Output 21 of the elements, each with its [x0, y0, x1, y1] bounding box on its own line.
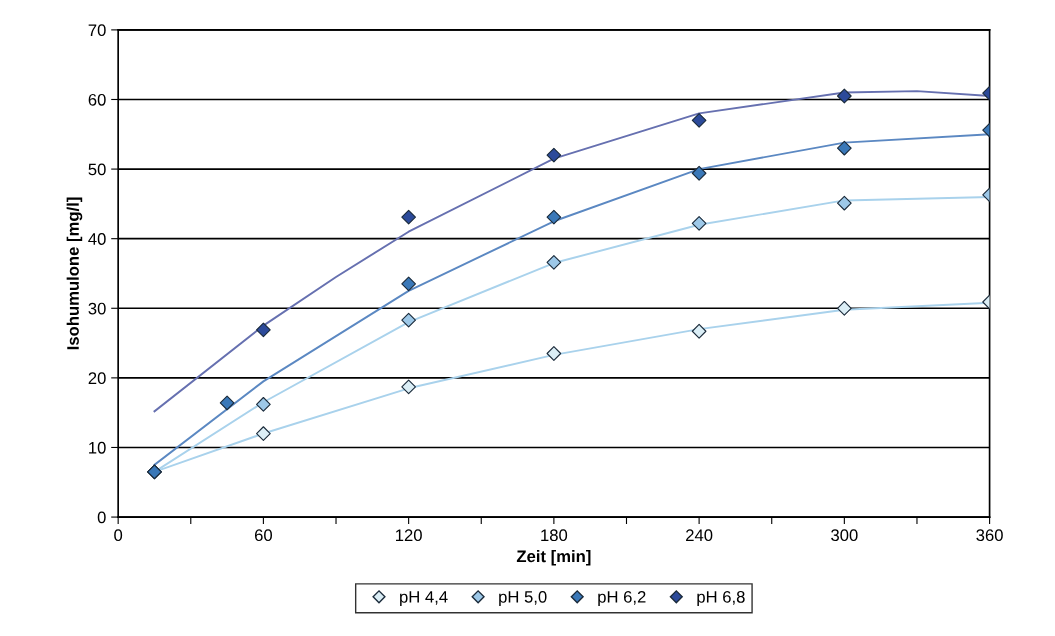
- y-tick-label: 50: [88, 163, 106, 176]
- legend-label: pH 6,2: [598, 590, 646, 607]
- legend-label: pH 5,0: [499, 590, 547, 607]
- y-tick-label: 30: [88, 302, 106, 315]
- x-tick-label: 300: [831, 529, 858, 542]
- x-tick-label: 0: [114, 529, 123, 542]
- y-axis-title: Isohumulone [mg/l]: [66, 197, 83, 350]
- x-tick-label: 240: [686, 529, 713, 542]
- y-tick-label: 0: [97, 511, 106, 524]
- x-axis-title: Zeit [min]: [516, 549, 591, 566]
- legend-label: pH 6,8: [697, 590, 745, 607]
- y-tick-label: 20: [88, 372, 106, 385]
- y-tick-label: 70: [88, 24, 106, 37]
- y-tick-label: 10: [89, 441, 106, 454]
- x-tick-label: 120: [396, 529, 422, 542]
- y-tick-label: 60: [88, 93, 106, 106]
- y-tick-label: 40: [88, 233, 106, 245]
- legend-label: pH 4,4: [400, 591, 448, 607]
- x-tick-label: 60: [254, 529, 273, 542]
- x-tick-label: 180: [541, 529, 568, 542]
- x-tick-label: 360: [976, 529, 1003, 542]
